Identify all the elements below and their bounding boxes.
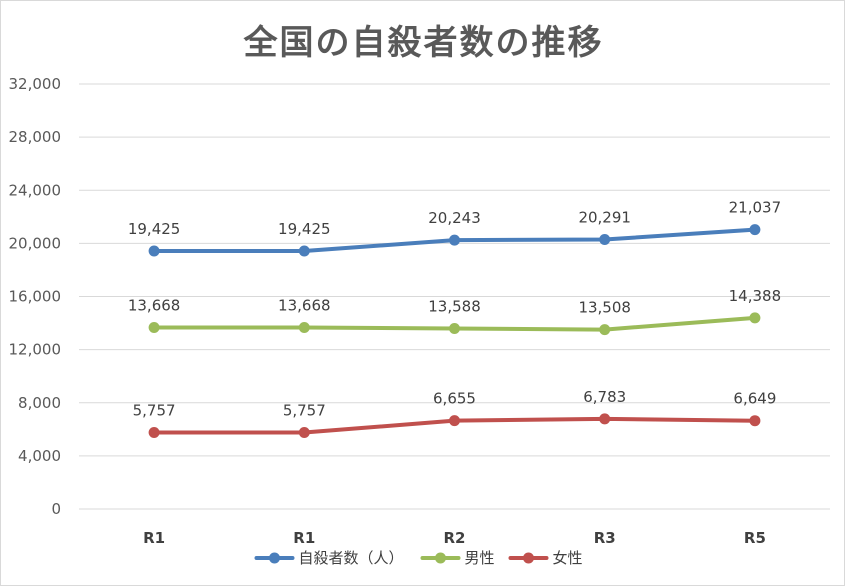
data-label: 13,588: [428, 298, 481, 316]
data-label: 13,668: [128, 296, 181, 314]
legend-marker: [269, 552, 280, 564]
legend-label: 男性: [465, 549, 495, 567]
data-point: [599, 324, 611, 336]
y-tick-label: 16,000: [9, 288, 62, 306]
y-tick-label: 28,000: [9, 128, 62, 146]
data-label: 5,757: [133, 402, 176, 420]
data-point: [298, 321, 310, 333]
data-label: 21,037: [729, 199, 782, 217]
y-tick-label: 0: [51, 500, 61, 518]
data-point: [148, 245, 160, 257]
data-point: [599, 413, 611, 425]
x-tick-label: R1: [143, 529, 165, 547]
data-label: 13,668: [278, 296, 331, 314]
data-point: [449, 234, 460, 246]
data-label: 20,243: [428, 209, 481, 227]
data-label: 6,783: [583, 388, 626, 406]
chart-title: 全国の自殺者数の推移: [243, 23, 604, 63]
data-point: [449, 323, 460, 335]
data-point: [298, 427, 310, 439]
y-tick-label: 24,000: [9, 181, 62, 199]
y-tick-label: 32,000: [9, 75, 62, 93]
data-label: 6,655: [433, 390, 476, 408]
data-label: 19,425: [128, 220, 181, 238]
x-tick-label: R3: [594, 529, 616, 547]
data-label: 19,425: [278, 220, 331, 238]
x-tick-label: R5: [744, 529, 766, 547]
legend-marker: [435, 552, 446, 564]
legend-label: 自殺者数（人）: [299, 549, 404, 567]
data-label: 14,388: [729, 287, 782, 305]
legend-label: 女性: [553, 549, 583, 567]
y-tick-label: 8,000: [18, 394, 61, 412]
legend-marker: [523, 552, 534, 564]
data-point: [749, 224, 761, 236]
data-label: 20,291: [578, 209, 631, 227]
x-tick-label: R1: [293, 529, 315, 547]
data-point: [599, 234, 611, 246]
y-tick-label: 20,000: [9, 234, 62, 252]
data-point: [749, 312, 761, 324]
data-label: 13,508: [578, 299, 631, 317]
x-tick-label: R2: [444, 529, 466, 547]
data-label: 6,649: [733, 390, 776, 408]
y-tick-label: 4,000: [18, 447, 61, 465]
data-point: [148, 427, 160, 439]
data-point: [449, 415, 460, 427]
y-tick-label: 12,000: [9, 341, 62, 359]
data-label: 5,757: [283, 402, 326, 420]
data-point: [749, 415, 761, 427]
data-point: [298, 245, 310, 257]
data-point: [148, 321, 160, 333]
